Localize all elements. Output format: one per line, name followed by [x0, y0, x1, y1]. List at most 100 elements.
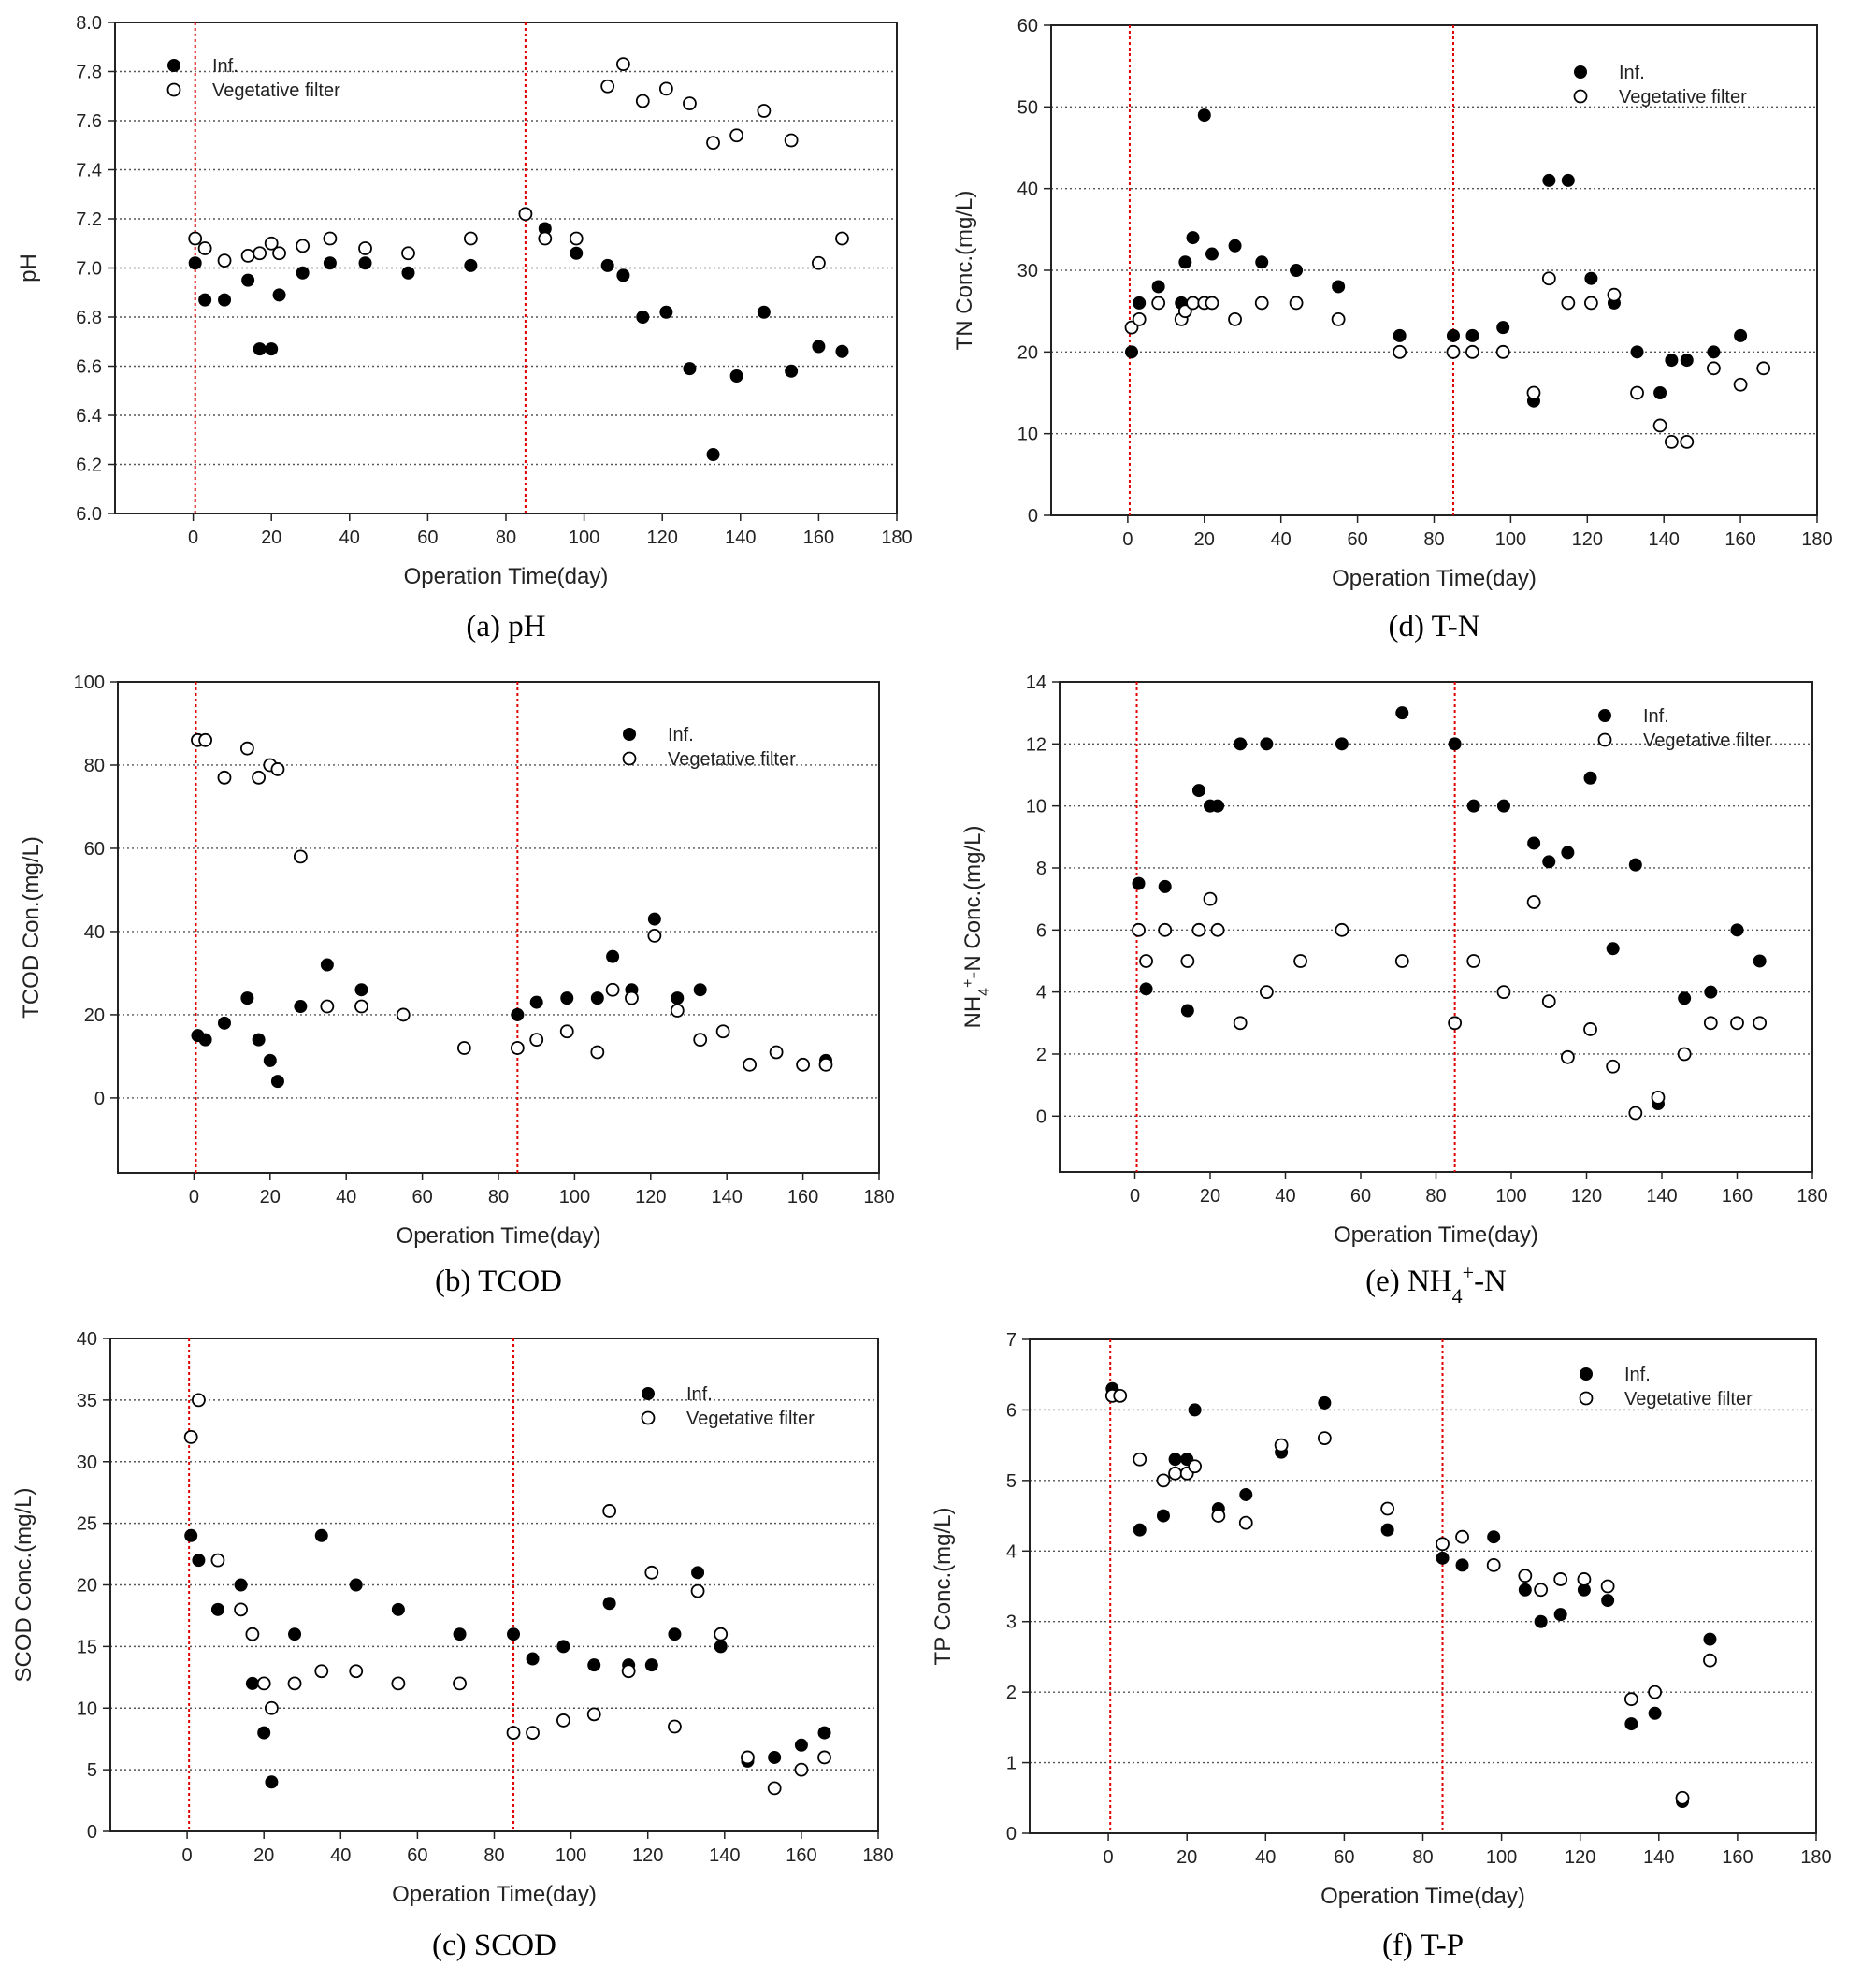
x-tick-label: 180 — [1797, 1186, 1827, 1207]
data-point-filter — [358, 241, 372, 255]
x-tick-label: 140 — [712, 1187, 743, 1207]
data-point-inf — [240, 991, 254, 1005]
panel-caption: (f) T-P — [1382, 1929, 1464, 1962]
data-point-filter — [621, 1664, 636, 1679]
data-point-filter — [1553, 1572, 1568, 1586]
data-point-inf — [526, 1652, 540, 1666]
data-point-inf — [812, 340, 826, 354]
data-point-inf — [1466, 799, 1480, 813]
y-tick-label: 35 — [77, 1391, 97, 1411]
data-point-inf — [1395, 706, 1409, 720]
data-point-inf — [257, 1726, 271, 1740]
data-point-inf — [1197, 108, 1211, 123]
y-tick-label: 14 — [1026, 672, 1046, 693]
data-point-inf — [556, 1640, 570, 1654]
data-point-filter — [1541, 271, 1556, 286]
data-point-inf — [1678, 991, 1692, 1005]
data-point-filter — [197, 241, 212, 255]
data-point-inf — [1239, 1487, 1253, 1501]
data-point-inf — [1601, 1594, 1615, 1608]
data-point-filter — [264, 236, 279, 251]
x-tick-label: 160 — [1722, 1847, 1753, 1868]
data-point-filter — [683, 96, 697, 111]
data-point-inf — [270, 1075, 284, 1089]
data-point-inf — [671, 991, 685, 1005]
data-point-inf — [1168, 1453, 1182, 1467]
data-point-inf — [391, 1602, 405, 1616]
legend-marker-filter — [1573, 89, 1588, 104]
data-point-inf — [606, 949, 620, 963]
data-point-inf — [1448, 737, 1462, 751]
data-point-filter — [602, 1504, 617, 1518]
y-tick-label: 0 — [94, 1089, 105, 1109]
data-point-filter — [1486, 1557, 1501, 1572]
y-tick-label: 7.0 — [76, 259, 102, 280]
data-point-filter — [817, 1750, 831, 1765]
data-point-inf — [1332, 280, 1346, 294]
data-point-inf — [354, 983, 368, 997]
data-point-filter — [1436, 1537, 1450, 1552]
data-point-filter — [1733, 377, 1748, 392]
data-point-inf — [1228, 239, 1242, 253]
panel-caption: (c) SCOD — [432, 1929, 556, 1962]
data-point-filter — [1753, 1016, 1768, 1031]
legend-label-filter: Vegetative filter — [1624, 1389, 1753, 1410]
data-point-filter — [1496, 985, 1511, 1000]
data-point-inf — [570, 246, 584, 260]
data-point-inf — [647, 912, 661, 926]
data-point-inf — [1584, 271, 1598, 285]
data-point-inf — [358, 256, 372, 270]
data-point-inf — [616, 268, 630, 282]
data-point-inf — [706, 448, 720, 461]
data-point-inf — [1542, 173, 1556, 187]
x-tick-label: 80 — [496, 528, 516, 548]
y-tick-label: 8 — [1036, 859, 1046, 879]
x-tick-label: 120 — [632, 1845, 663, 1866]
x-tick-label: 100 — [1495, 1186, 1526, 1207]
data-point-inf — [1455, 1558, 1469, 1572]
x-tick-label: 40 — [330, 1845, 351, 1866]
data-point-filter — [1186, 296, 1200, 311]
data-point-inf — [1730, 923, 1744, 937]
data-point-inf — [590, 991, 604, 1005]
data-point-filter — [1380, 1501, 1395, 1516]
data-point-filter — [1518, 1569, 1533, 1583]
x-tick-label: 0 — [182, 1845, 193, 1866]
data-point-inf — [1665, 354, 1679, 368]
data-point-inf — [314, 1528, 328, 1542]
legend-marker-inf — [167, 59, 180, 72]
y-axis-title: SCOD Conc.(mg/L) — [11, 1487, 36, 1682]
data-point-filter — [1526, 895, 1541, 909]
x-tick-label: 160 — [786, 1845, 816, 1866]
data-point-filter — [670, 1004, 685, 1018]
data-point-filter — [784, 133, 799, 148]
x-tick-label: 0 — [189, 1187, 199, 1207]
legend-label-inf: Inf. — [668, 725, 694, 745]
data-point-filter — [559, 1024, 574, 1039]
x-tick-label: 0 — [1104, 1847, 1114, 1868]
data-point-inf — [323, 256, 337, 270]
data-point-filter — [1465, 344, 1479, 359]
data-point-filter — [252, 770, 266, 785]
data-point-inf — [757, 305, 771, 319]
legend-marker-inf — [1580, 1367, 1593, 1381]
data-point-inf — [636, 311, 650, 324]
data-point-inf — [265, 1775, 279, 1789]
data-point-filter — [1446, 344, 1461, 359]
data-point-filter — [538, 231, 553, 246]
legend-marker-filter — [1579, 1391, 1594, 1406]
data-point-filter — [1180, 954, 1195, 968]
x-tick-label: 80 — [1412, 1847, 1433, 1868]
y-tick-label: 60 — [84, 839, 105, 860]
y-tick-label: 6 — [1006, 1400, 1017, 1421]
y-tick-label: 60 — [1017, 16, 1038, 36]
y-tick-label: 2 — [1036, 1045, 1046, 1065]
data-point-filter — [1630, 385, 1644, 400]
x-tick-label: 180 — [881, 528, 912, 548]
data-point-filter — [391, 1676, 406, 1691]
x-tick-label: 100 — [559, 1187, 590, 1207]
data-point-inf — [464, 258, 478, 272]
data-point-inf — [691, 1566, 705, 1580]
